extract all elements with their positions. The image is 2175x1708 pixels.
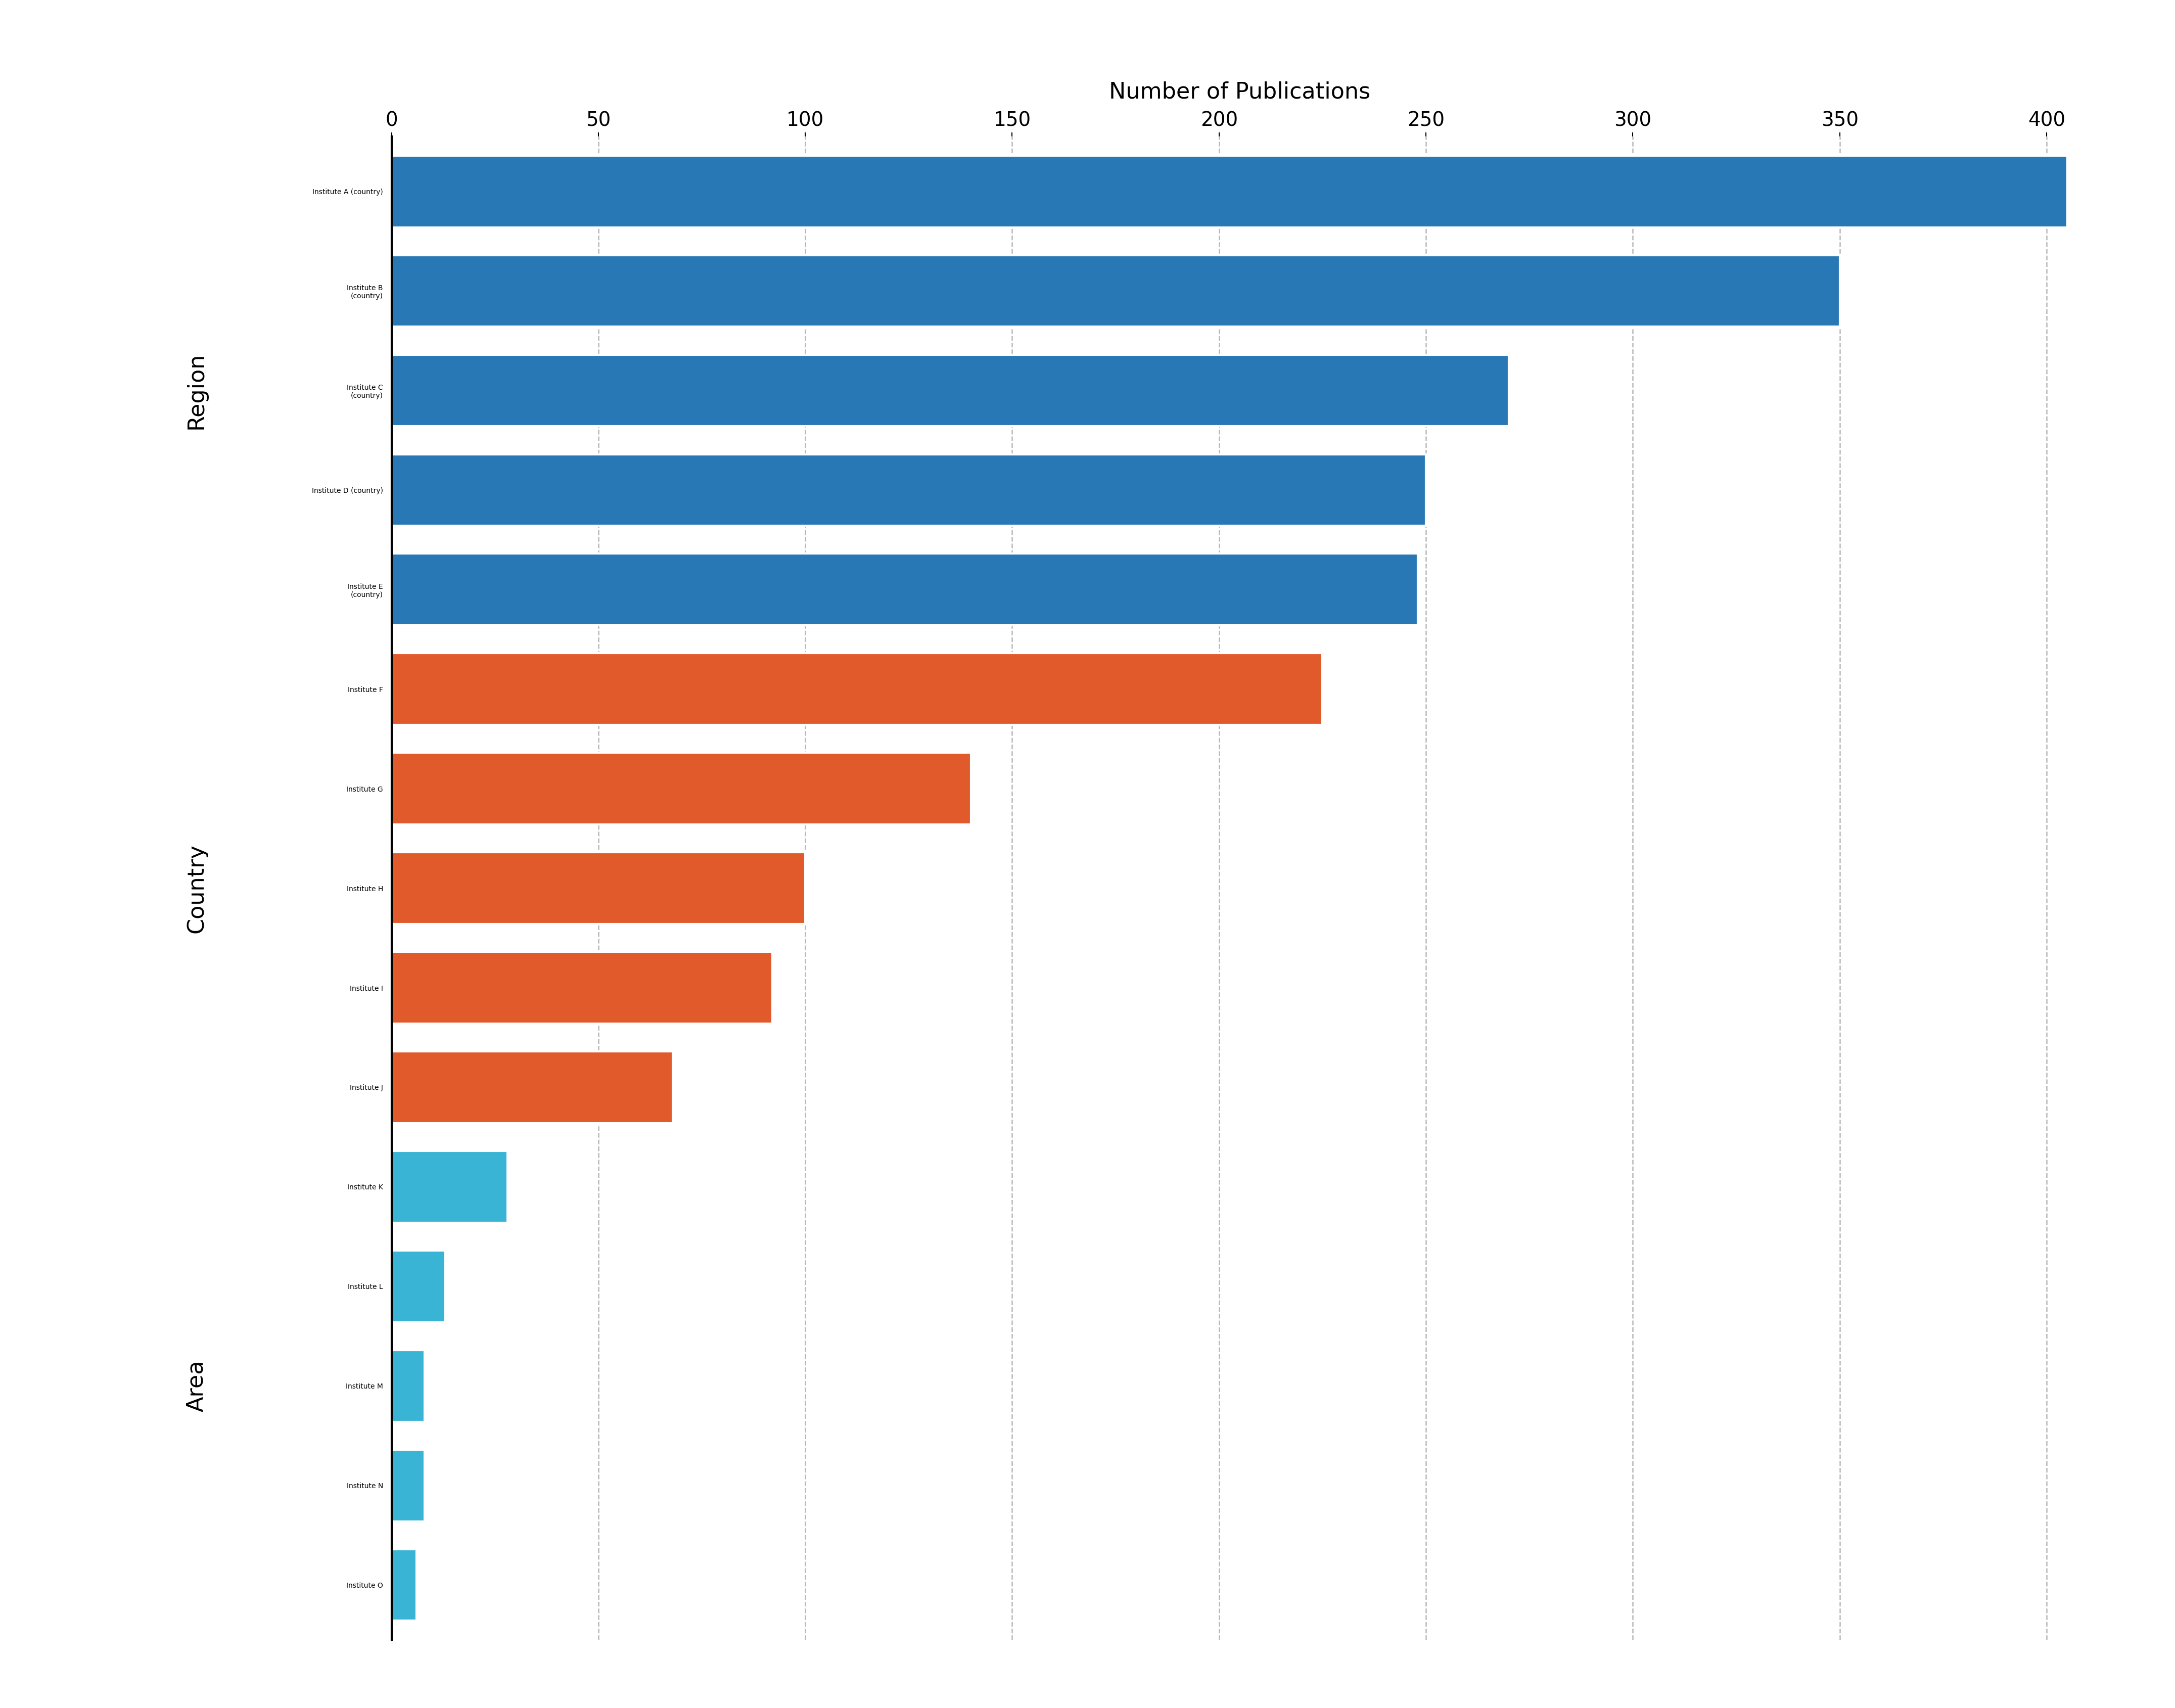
Bar: [391, 1250, 446, 1322]
Bar: [391, 454, 1427, 526]
Bar: [391, 1549, 415, 1621]
X-axis label: Number of Publications: Number of Publications: [1109, 80, 1370, 102]
Bar: [391, 951, 772, 1023]
Bar: [391, 553, 1418, 625]
Bar: [391, 1151, 507, 1223]
Bar: [391, 1349, 424, 1421]
Text: Area: Area: [185, 1360, 207, 1413]
Bar: [391, 355, 1509, 427]
Bar: [391, 652, 1322, 724]
Bar: [391, 254, 1840, 326]
Bar: [391, 753, 970, 825]
Bar: [391, 155, 2066, 227]
Bar: [391, 1450, 424, 1522]
Text: Country: Country: [185, 844, 207, 933]
Bar: [391, 1052, 672, 1124]
Text: Region: Region: [185, 352, 207, 429]
Bar: [391, 852, 805, 924]
